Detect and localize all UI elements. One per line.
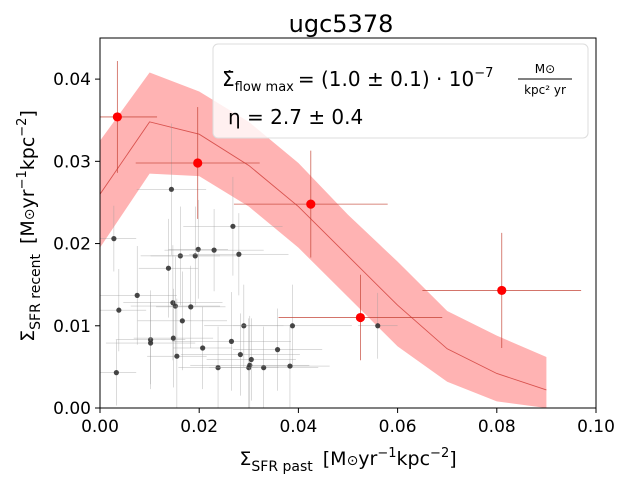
pixel-point [261, 365, 267, 371]
pixel-point [170, 335, 177, 341]
model-line [100, 121, 547, 391]
x-tick-label: 0.06 [379, 417, 417, 437]
pixel-point [111, 236, 117, 242]
pixel-point [200, 345, 206, 351]
x-tick-label: 0.02 [180, 417, 218, 437]
axes-frame [99, 37, 597, 409]
annotation-sigma-dot: Σ̇ [222, 67, 235, 91]
annotation-frac-den: kpc² yr [524, 83, 566, 97]
axis-ticks: 0.00 0.02 0.04 0.06 0.08 0.10 0.00 0.01 0.02 0.03… [53, 70, 615, 437]
x-axis-title: ΣSFR past [M⊙yr−1kpc−2] [239, 446, 456, 475]
y-tick-label: 0.01 [53, 317, 91, 337]
pixel-point [174, 353, 180, 359]
pixel-point [247, 362, 253, 368]
pixel-point [237, 351, 243, 358]
x-tick-label: 0.00 [81, 417, 119, 437]
pixel-point [179, 318, 185, 324]
annotation-line-2: η = 2.7 ± 0.4 [228, 105, 363, 129]
binned-point [306, 199, 316, 209]
annotation-exp: −7 [474, 66, 493, 81]
annotation-box: Σ̇flow max = (1.0 ± 0.1) · 10−7 M⊙ kpc² y… [212, 43, 589, 139]
annotation-frac-num: M⊙ [535, 62, 555, 76]
chart-title: ugc5378 [289, 10, 394, 38]
pixel-point [134, 292, 140, 298]
plot-content [100, 61, 582, 408]
y-tick-label: 0.04 [53, 70, 91, 90]
y-tick-label: 0.00 [53, 399, 91, 419]
pixel-point [116, 307, 122, 313]
x-tick-label: 0.08 [478, 417, 516, 437]
pixel-point [172, 303, 178, 309]
y-axis-title-group: ΣSFR recent[M⊙yr−1kpc−2] [15, 110, 44, 342]
plot-area [100, 61, 582, 408]
binned-point [355, 312, 365, 323]
pixel-point [168, 186, 175, 192]
annotation-frame [212, 43, 589, 139]
model-band [100, 72, 547, 408]
annotation-sub: flow max [235, 80, 295, 95]
binned-point [112, 112, 122, 122]
y-axis-title: ΣSFR recent[M⊙yr−1kpc−2] [15, 110, 44, 342]
pixel-point [147, 340, 154, 346]
annotation-value: = (1.0 ± 0.1) · 10 [298, 67, 474, 91]
binned-point [193, 158, 203, 168]
pixel-point [248, 356, 254, 363]
pixel-point [289, 323, 296, 329]
y-tick-label: 0.03 [53, 152, 91, 172]
x-tick-label: 0.04 [279, 417, 317, 437]
annotation-line-1: Σ̇flow max = (1.0 ± 0.1) · 10−7 [222, 66, 493, 95]
pixel-point [230, 223, 236, 229]
pixel-point [236, 251, 242, 257]
binned-point [497, 285, 507, 296]
pixel-point [375, 323, 381, 329]
x-tick-label: 0.10 [577, 417, 615, 437]
pixel-point [188, 304, 194, 310]
pixel-point [113, 370, 119, 376]
pixel-point [274, 347, 281, 353]
y-tick-label: 0.02 [53, 235, 91, 255]
pixel-point [287, 363, 293, 369]
pixel-point [195, 246, 201, 252]
pixel-point [228, 338, 235, 344]
pixel-point [192, 253, 198, 259]
pixel-point [211, 247, 217, 253]
pixel-point [165, 265, 172, 271]
